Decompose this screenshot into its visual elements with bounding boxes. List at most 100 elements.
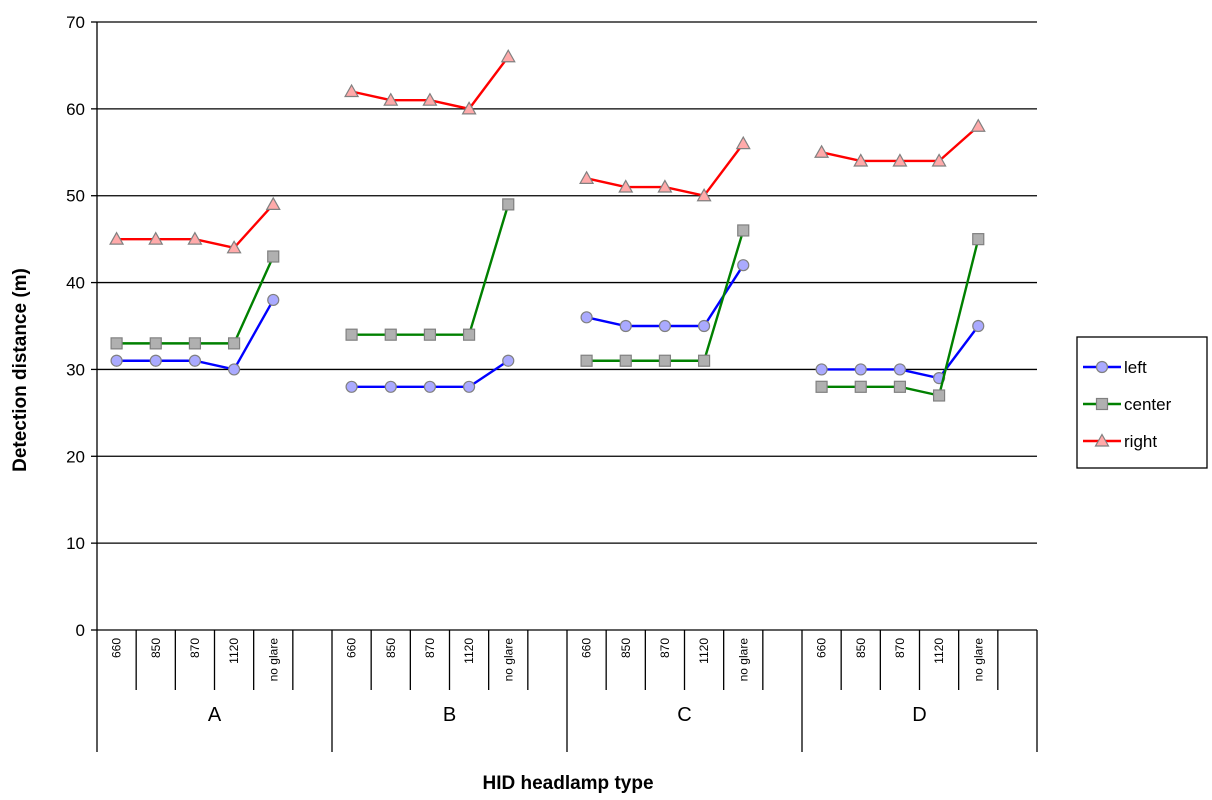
x-tick-label: no glare: [971, 638, 985, 682]
x-tick-label: 870: [423, 638, 437, 658]
data-point-right: [735, 135, 751, 150]
data-point-left: [737, 259, 750, 272]
y-tick-label: 30: [66, 360, 85, 379]
data-point-right: [696, 187, 712, 202]
data-point-center: [580, 354, 593, 367]
series-line-left: [586, 264, 745, 328]
x-group-label: A: [208, 704, 222, 726]
series-right: [109, 49, 986, 254]
data-point-right: [226, 240, 242, 254]
legend-marker-left: [1095, 360, 1109, 374]
data-point-right: [892, 153, 908, 167]
data-point-right: [461, 101, 477, 115]
gridlines: [97, 21, 1037, 631]
x-tick-label: 850: [384, 638, 398, 658]
data-point-right: [148, 231, 164, 245]
data-point-center: [423, 328, 437, 341]
data-point-right: [657, 179, 673, 193]
legend-label-right: right: [1124, 432, 1157, 451]
x-tick-label: 1120: [227, 638, 241, 664]
x-tick-label: 1120: [697, 638, 711, 664]
x-tick-label: 850: [619, 638, 633, 658]
data-point-center: [149, 337, 162, 350]
data-point-center: [815, 380, 828, 393]
x-tick-label: 870: [658, 638, 672, 658]
data-point-center: [893, 380, 907, 393]
series-line-center: [351, 204, 510, 336]
data-point-left: [815, 363, 828, 376]
data-point-left: [972, 319, 985, 333]
legend-marker-right: [1094, 433, 1110, 447]
data-point-right: [618, 179, 634, 193]
x-tick-label: 1120: [462, 638, 476, 664]
data-point-right: [970, 118, 986, 132]
data-point-center: [267, 250, 280, 263]
data-point-left: [658, 319, 672, 333]
series-line-center: [586, 230, 745, 362]
data-point-left: [893, 363, 907, 376]
data-point-center: [658, 354, 672, 367]
data-point-right: [579, 170, 595, 184]
x-axis-title: HID headlamp type: [482, 773, 653, 794]
x-tick-label: 660: [345, 638, 359, 658]
data-point-left: [580, 311, 593, 324]
data-point-center: [345, 328, 358, 341]
y-tick-label: 50: [66, 187, 85, 206]
x-tick-label: no glare: [501, 638, 515, 682]
x-group-label: C: [677, 704, 691, 726]
data-point-left: [149, 354, 162, 367]
data-point-left: [345, 380, 358, 393]
y-tick-label: 60: [66, 100, 85, 119]
data-point-left: [110, 354, 123, 367]
data-point-center: [932, 389, 946, 402]
data-point-center: [110, 337, 123, 350]
legend-label-left: left: [1124, 358, 1147, 377]
data-point-center: [462, 328, 476, 341]
plot-series: [109, 49, 986, 402]
x-tick-label: 660: [110, 638, 124, 658]
data-point-left: [854, 363, 867, 376]
x-tick-label: no glare: [266, 638, 280, 682]
x-axis: 660 850 870 1120 no glare A 660 850 870 1120 no gl…: [96, 630, 1038, 752]
y-tick-label: 20: [66, 447, 85, 466]
data-point-center: [854, 380, 867, 393]
data-point-left: [227, 363, 241, 376]
data-point-right: [109, 231, 125, 245]
x-tick-label: 870: [188, 638, 202, 658]
data-point-right: [931, 153, 947, 167]
x-tick-label: 1120: [932, 638, 946, 664]
y-tick-label: 10: [66, 534, 85, 553]
legend: left center right: [1076, 336, 1208, 469]
legend-marker-center: [1095, 397, 1109, 411]
data-point-left: [619, 319, 632, 333]
data-point-center: [384, 328, 397, 341]
data-point-right: [383, 92, 399, 106]
data-point-left: [188, 354, 202, 367]
x-tick-label: 850: [854, 638, 868, 658]
data-point-center: [188, 337, 202, 350]
data-point-right: [344, 83, 360, 98]
y-tick-label: 70: [66, 13, 85, 32]
series-center: [110, 198, 985, 402]
data-point-right: [265, 196, 281, 210]
legend-label-center: center: [1124, 395, 1172, 414]
data-point-right: [853, 153, 869, 167]
data-point-center: [227, 337, 241, 350]
data-point-center: [737, 224, 750, 237]
data-point-left: [502, 354, 515, 367]
x-tick-label: 850: [149, 638, 163, 658]
data-point-left: [384, 380, 397, 393]
data-point-center: [619, 354, 632, 367]
x-group-label: B: [443, 704, 456, 726]
x-group-label: D: [912, 704, 926, 726]
data-point-left: [267, 293, 280, 307]
series-line-center: [116, 256, 275, 345]
data-point-left: [423, 380, 437, 393]
x-tick-label: 870: [893, 638, 907, 658]
data-point-right: [814, 144, 830, 158]
data-point-left: [697, 319, 711, 333]
x-tick-label: no glare: [736, 638, 750, 682]
data-point-right: [187, 231, 203, 245]
y-axis: 0 10 20 30 40 50 60 70: [66, 13, 98, 640]
